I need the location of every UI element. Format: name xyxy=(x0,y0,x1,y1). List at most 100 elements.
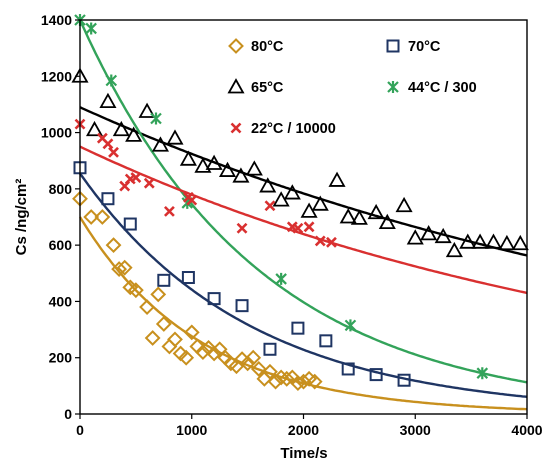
data-point xyxy=(218,161,237,177)
x-axis-title: Time/s xyxy=(280,445,327,462)
data-point xyxy=(339,208,357,224)
y-axis-title: Cs /ng/cm² xyxy=(13,179,30,256)
legend: 80°C 70°C 65°C 44°C / 300 22°C / 10000 xyxy=(227,38,477,137)
legend-marker xyxy=(230,122,242,134)
data-point xyxy=(292,222,304,234)
series-2-points xyxy=(71,67,529,258)
y-tick-label: 800 xyxy=(49,181,73,197)
y-tick-label: 1400 xyxy=(41,12,72,28)
data-point xyxy=(150,286,167,303)
data-point xyxy=(139,299,155,315)
data-point xyxy=(232,167,250,183)
y-tick-label: 200 xyxy=(49,350,73,366)
data-point xyxy=(127,282,144,299)
data-point xyxy=(245,160,263,176)
legend-item: 70°C xyxy=(386,39,441,55)
data-point xyxy=(311,195,329,211)
y-tick-label: 600 xyxy=(49,237,73,253)
data-point xyxy=(295,373,312,390)
data-point xyxy=(259,177,277,193)
data-point xyxy=(236,222,248,234)
data-point xyxy=(367,203,385,220)
x-tick-label: 1000 xyxy=(176,422,207,438)
data-point xyxy=(183,324,200,341)
data-point xyxy=(102,138,114,150)
data-point xyxy=(289,375,306,391)
data-point xyxy=(85,120,104,137)
y-axis-ticks: 0 200 400 600 800 1000 1200 1400 xyxy=(41,12,80,422)
data-point xyxy=(278,370,295,387)
x-axis-ticks: 0 1000 2000 3000 4000 xyxy=(76,414,543,438)
data-point xyxy=(341,362,355,376)
data-point xyxy=(166,129,184,145)
data-point xyxy=(207,292,221,306)
data-point xyxy=(112,120,130,137)
data-point xyxy=(155,316,172,332)
fit-line-series-2 xyxy=(79,106,528,257)
data-point xyxy=(143,177,155,189)
data-point xyxy=(125,126,143,142)
data-point xyxy=(235,299,249,313)
legend-label: 80°C xyxy=(251,39,284,55)
legend-marker xyxy=(227,78,245,94)
data-point xyxy=(99,92,117,109)
data-markers xyxy=(71,14,529,391)
data-point xyxy=(195,344,211,360)
series-1-points xyxy=(73,161,411,387)
data-point xyxy=(350,209,368,225)
data-point xyxy=(326,236,337,248)
data-point xyxy=(161,338,178,355)
data-point xyxy=(306,373,323,390)
data-point xyxy=(163,205,175,217)
data-point xyxy=(319,334,333,348)
legend-item: 22°C / 10000 xyxy=(230,121,336,137)
data-point xyxy=(194,157,212,173)
data-point xyxy=(273,369,290,386)
data-point xyxy=(205,154,223,170)
data-point xyxy=(181,271,195,285)
legend-item: 65°C xyxy=(227,78,284,96)
y-tick-label: 400 xyxy=(49,293,73,309)
legend-item: 44°C / 300 xyxy=(387,80,477,96)
data-point xyxy=(83,209,100,225)
data-point xyxy=(116,259,133,276)
series-4-points xyxy=(74,118,337,248)
data-point xyxy=(263,342,277,356)
legend-label: 44°C / 300 xyxy=(408,80,477,96)
legend-marker xyxy=(387,81,399,93)
data-point xyxy=(328,171,346,187)
data-point xyxy=(94,209,111,225)
data-point xyxy=(445,241,463,258)
series-0-points xyxy=(72,190,323,391)
data-point xyxy=(239,355,256,372)
data-point xyxy=(275,272,287,285)
data-point xyxy=(262,363,278,380)
legend-marker xyxy=(228,38,244,54)
series-3-points xyxy=(74,14,489,380)
data-point xyxy=(101,192,115,206)
data-point xyxy=(151,136,169,152)
y-tick-label: 1200 xyxy=(41,68,72,84)
data-point xyxy=(123,217,137,231)
x-tick-label: 4000 xyxy=(511,422,542,438)
x-tick-label: 3000 xyxy=(400,422,431,438)
x-tick-label: 0 xyxy=(76,422,84,438)
fit-line-series-3 xyxy=(78,19,528,384)
data-point xyxy=(186,194,198,206)
data-point xyxy=(397,373,411,387)
y-tick-label: 1000 xyxy=(41,125,72,141)
data-point xyxy=(105,237,122,254)
data-point xyxy=(250,361,267,377)
data-point xyxy=(434,227,452,244)
data-point xyxy=(108,146,119,158)
data-point xyxy=(459,233,477,249)
data-point xyxy=(471,233,489,249)
data-point xyxy=(206,345,223,362)
data-point xyxy=(314,235,326,247)
data-point xyxy=(378,213,396,230)
y-tick-label: 0 xyxy=(64,406,72,422)
data-point xyxy=(303,221,315,233)
data-point xyxy=(395,196,413,213)
fit-line-series-1 xyxy=(79,172,528,398)
